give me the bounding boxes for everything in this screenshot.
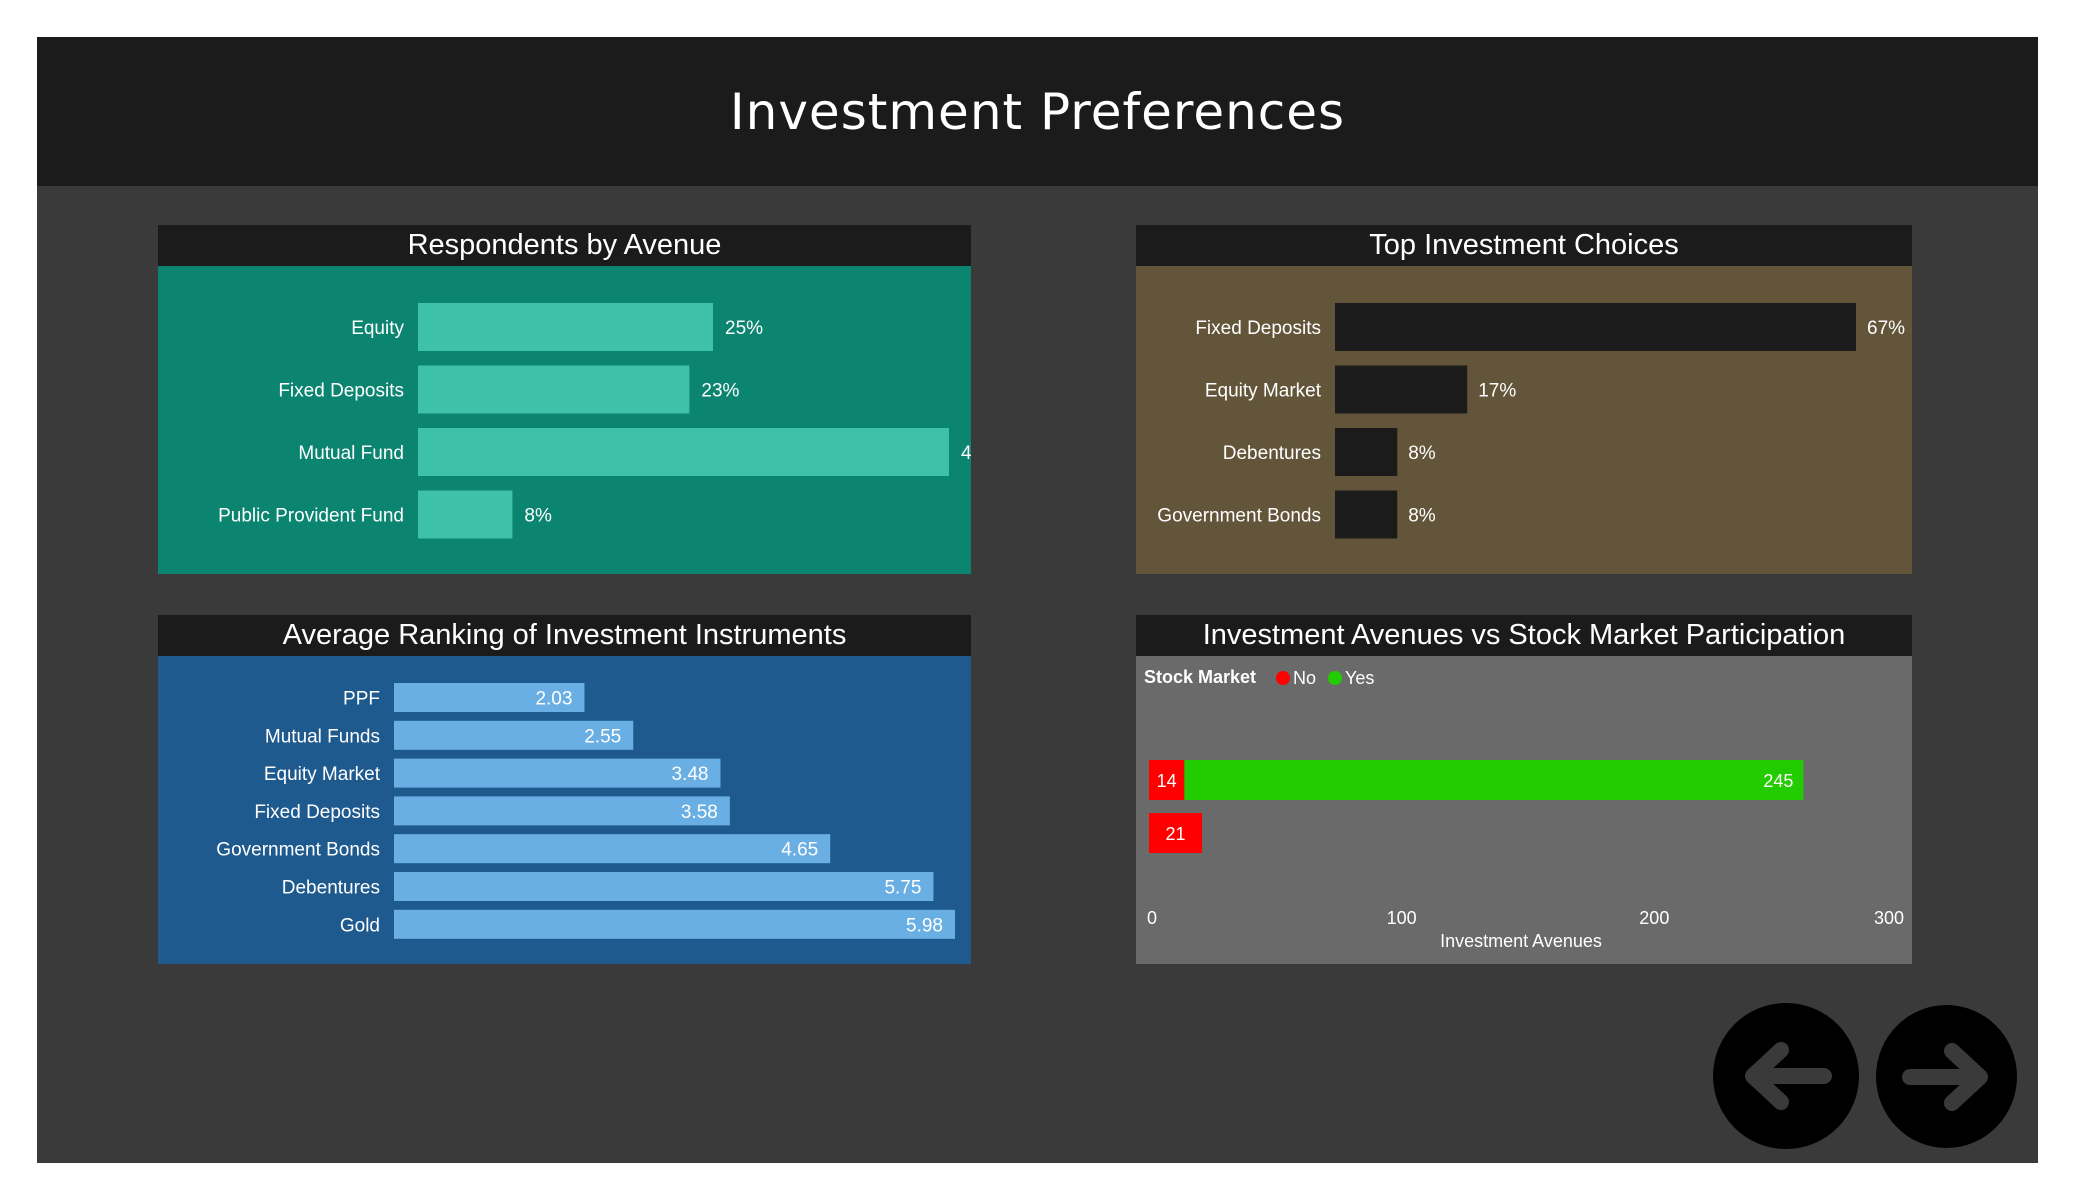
legend-swatch-no	[1276, 671, 1290, 685]
header-bar: Investment Preferences	[37, 37, 2038, 186]
previous-slide-button[interactable]	[1713, 1003, 1859, 1149]
panel-top-investment-choices: Top Investment Choices Fixed Deposits 67%…	[1136, 225, 1912, 574]
x-tick-label: 0	[1147, 908, 1157, 928]
chart-body: Fixed Deposits 67% Equity Market 17% Debentu…	[1136, 266, 1912, 574]
category-label: Equity Market	[264, 764, 381, 785]
legend-swatch-yes	[1328, 671, 1342, 685]
chart-title: Top Investment Choices	[1136, 225, 1912, 266]
bar	[394, 758, 721, 788]
bar	[394, 909, 955, 939]
bar-no	[1149, 813, 1203, 853]
chart-title: Respondents by Avenue	[158, 225, 971, 266]
category-label: PPF	[343, 689, 380, 710]
chart-body: PPF 2.03 Mutual Funds 2.55 Equity Market 3.48…	[158, 656, 971, 964]
data-label: 45%	[961, 443, 971, 464]
stacked-bar-chart-stock-market: Stock Market No Yes 14 245 21 0 100 200 300 Invest…	[1136, 656, 1912, 964]
chart-body: Stock Market No Yes 14 245 21 0 100 200 300 Invest…	[1136, 656, 1912, 964]
chart-title: Average Ranking of Investment Instrument…	[158, 615, 971, 656]
data-label: 245	[1763, 771, 1793, 791]
x-tick-label: 300	[1874, 908, 1904, 928]
category-label: Gold	[340, 915, 380, 936]
data-label: 14	[1157, 771, 1177, 791]
chart-body: Equity 25% Fixed Deposits 23% Mutual Fund 45%…	[158, 266, 971, 574]
category-label: Equity	[351, 318, 404, 339]
data-label: 2.03	[535, 689, 572, 710]
data-label: 4.65	[781, 840, 818, 861]
bar-chart-average-ranking: PPF 2.03 Mutual Funds 2.55 Equity Market 3.48…	[158, 656, 971, 964]
data-label: 25%	[725, 318, 763, 339]
category-label: Government Bonds	[216, 840, 380, 861]
bar	[1335, 428, 1398, 476]
panel-avenues-vs-stock-market: Investment Avenues vs Stock Market Parti…	[1136, 615, 1912, 964]
bar	[394, 834, 831, 864]
data-label: 17%	[1478, 381, 1516, 402]
bar	[394, 872, 934, 901]
data-label: 3.48	[671, 764, 708, 785]
category-label: Government Bonds	[1157, 506, 1321, 527]
bar	[418, 303, 713, 351]
chart-background	[1136, 656, 1912, 964]
category-label: Mutual Funds	[265, 726, 380, 747]
bar	[394, 683, 585, 712]
category-label: Fixed Deposits	[278, 381, 404, 402]
bar-chart-respondents: Equity 25% Fixed Deposits 23% Mutual Fund 45%…	[158, 266, 971, 574]
bar	[418, 490, 513, 539]
bar	[1335, 490, 1398, 539]
chart-title: Investment Avenues vs Stock Market Parti…	[1136, 615, 1912, 656]
data-label: 23%	[701, 381, 739, 402]
category-label: Mutual Fund	[298, 443, 404, 464]
data-label: 21	[1166, 824, 1186, 844]
category-label: Debentures	[1223, 443, 1321, 464]
panel-average-ranking: Average Ranking of Investment Instrument…	[158, 615, 971, 964]
x-axis-label: Investment Avenues	[1440, 931, 1602, 951]
next-slide-button[interactable]	[1876, 1005, 2017, 1148]
page-title: Investment Preferences	[729, 82, 1346, 141]
bar	[394, 720, 634, 750]
bar-no	[1149, 760, 1185, 800]
legend-title: Stock Market	[1144, 667, 1256, 687]
arrow-right-icon	[1902, 1043, 1988, 1111]
slide: Investment Preferences Respondents by Av…	[37, 37, 2038, 1163]
arrow-left-icon	[1745, 1042, 1832, 1110]
data-label: 67%	[1867, 318, 1905, 339]
legend-label: Yes	[1345, 668, 1374, 688]
bar	[1335, 365, 1468, 414]
x-tick-label: 200	[1639, 908, 1669, 928]
data-label: 3.58	[681, 802, 718, 823]
panel-respondents-by-avenue: Respondents by Avenue Equity 25% Fixed Dep…	[158, 225, 971, 574]
category-label: Fixed Deposits	[254, 802, 380, 823]
data-label: 2.55	[584, 726, 621, 747]
data-label: 8%	[1408, 443, 1436, 464]
bar	[418, 428, 949, 476]
bar-yes	[1184, 760, 1804, 800]
bar-chart-top-choices: Fixed Deposits 67% Equity Market 17% Debentu…	[1136, 266, 1912, 574]
category-label: Fixed Deposits	[1195, 318, 1321, 339]
category-label: Debentures	[282, 878, 380, 899]
x-tick-label: 100	[1387, 908, 1417, 928]
category-label: Equity Market	[1205, 381, 1322, 402]
data-label: 5.75	[884, 878, 921, 899]
data-label: 8%	[1408, 506, 1436, 527]
legend-label: No	[1293, 668, 1316, 688]
data-label: 8%	[524, 506, 552, 527]
bar	[1335, 303, 1856, 351]
bar	[394, 796, 730, 826]
data-label: 5.98	[906, 915, 943, 936]
category-label: Public Provident Fund	[218, 506, 404, 527]
bar	[418, 365, 690, 414]
